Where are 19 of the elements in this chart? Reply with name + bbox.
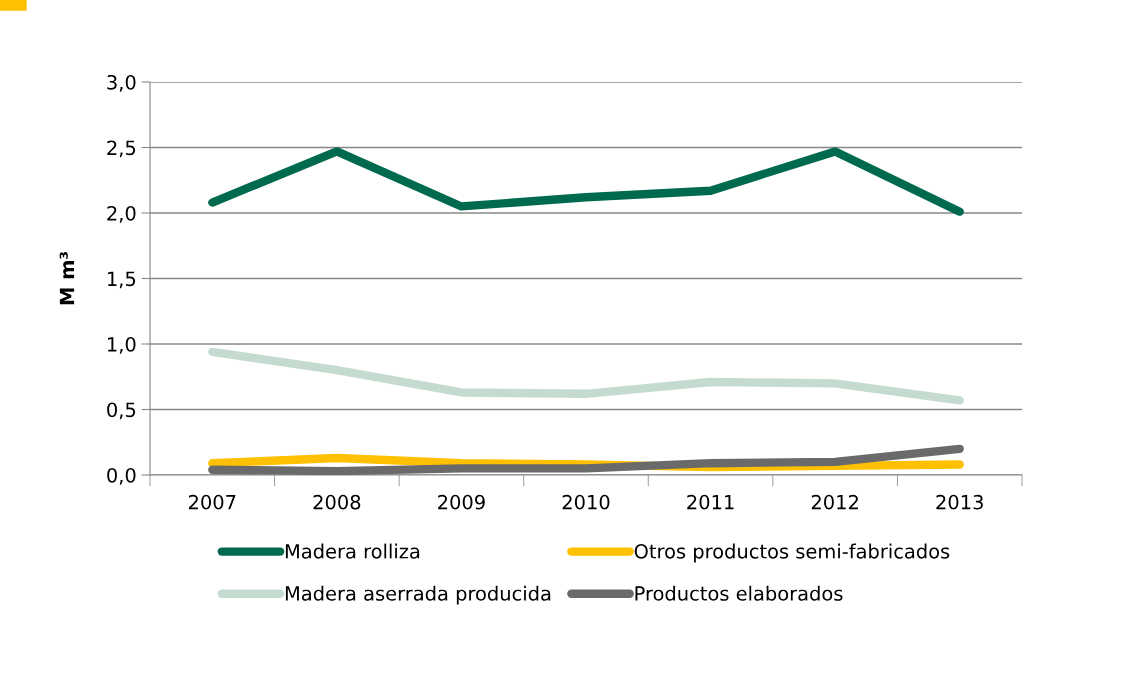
- y-tick-label: 1,5: [108, 271, 136, 289]
- y-tick-label: 0,0: [107, 467, 136, 485]
- x-tick-label: 2007: [188, 494, 236, 510]
- y-tick-label: 2,5: [107, 140, 136, 158]
- legend-label: Madera aserrada producida: [285, 585, 551, 605]
- legend-label: Otros productos semi-fabricados: [634, 543, 950, 563]
- legend-label: Productos elaborados: [635, 585, 843, 601]
- y-tick-label: 2,0: [107, 205, 136, 223]
- y-tick-label: 1,0: [108, 336, 136, 354]
- x-tick-label: 2013: [936, 494, 983, 510]
- x-tick-label: 2011: [687, 494, 734, 510]
- y-tick-label: 0,5: [107, 402, 136, 420]
- y-axis-title: M m³: [59, 252, 75, 305]
- x-tick-label: 2009: [438, 494, 485, 510]
- x-tick-label: 2012: [811, 494, 858, 510]
- x-tick-label: 2010: [562, 494, 610, 510]
- y-tick-label: 3,0: [107, 74, 136, 92]
- legend-label: Madera rolliza: [285, 543, 420, 559]
- x-tick-label: 2008: [313, 494, 361, 510]
